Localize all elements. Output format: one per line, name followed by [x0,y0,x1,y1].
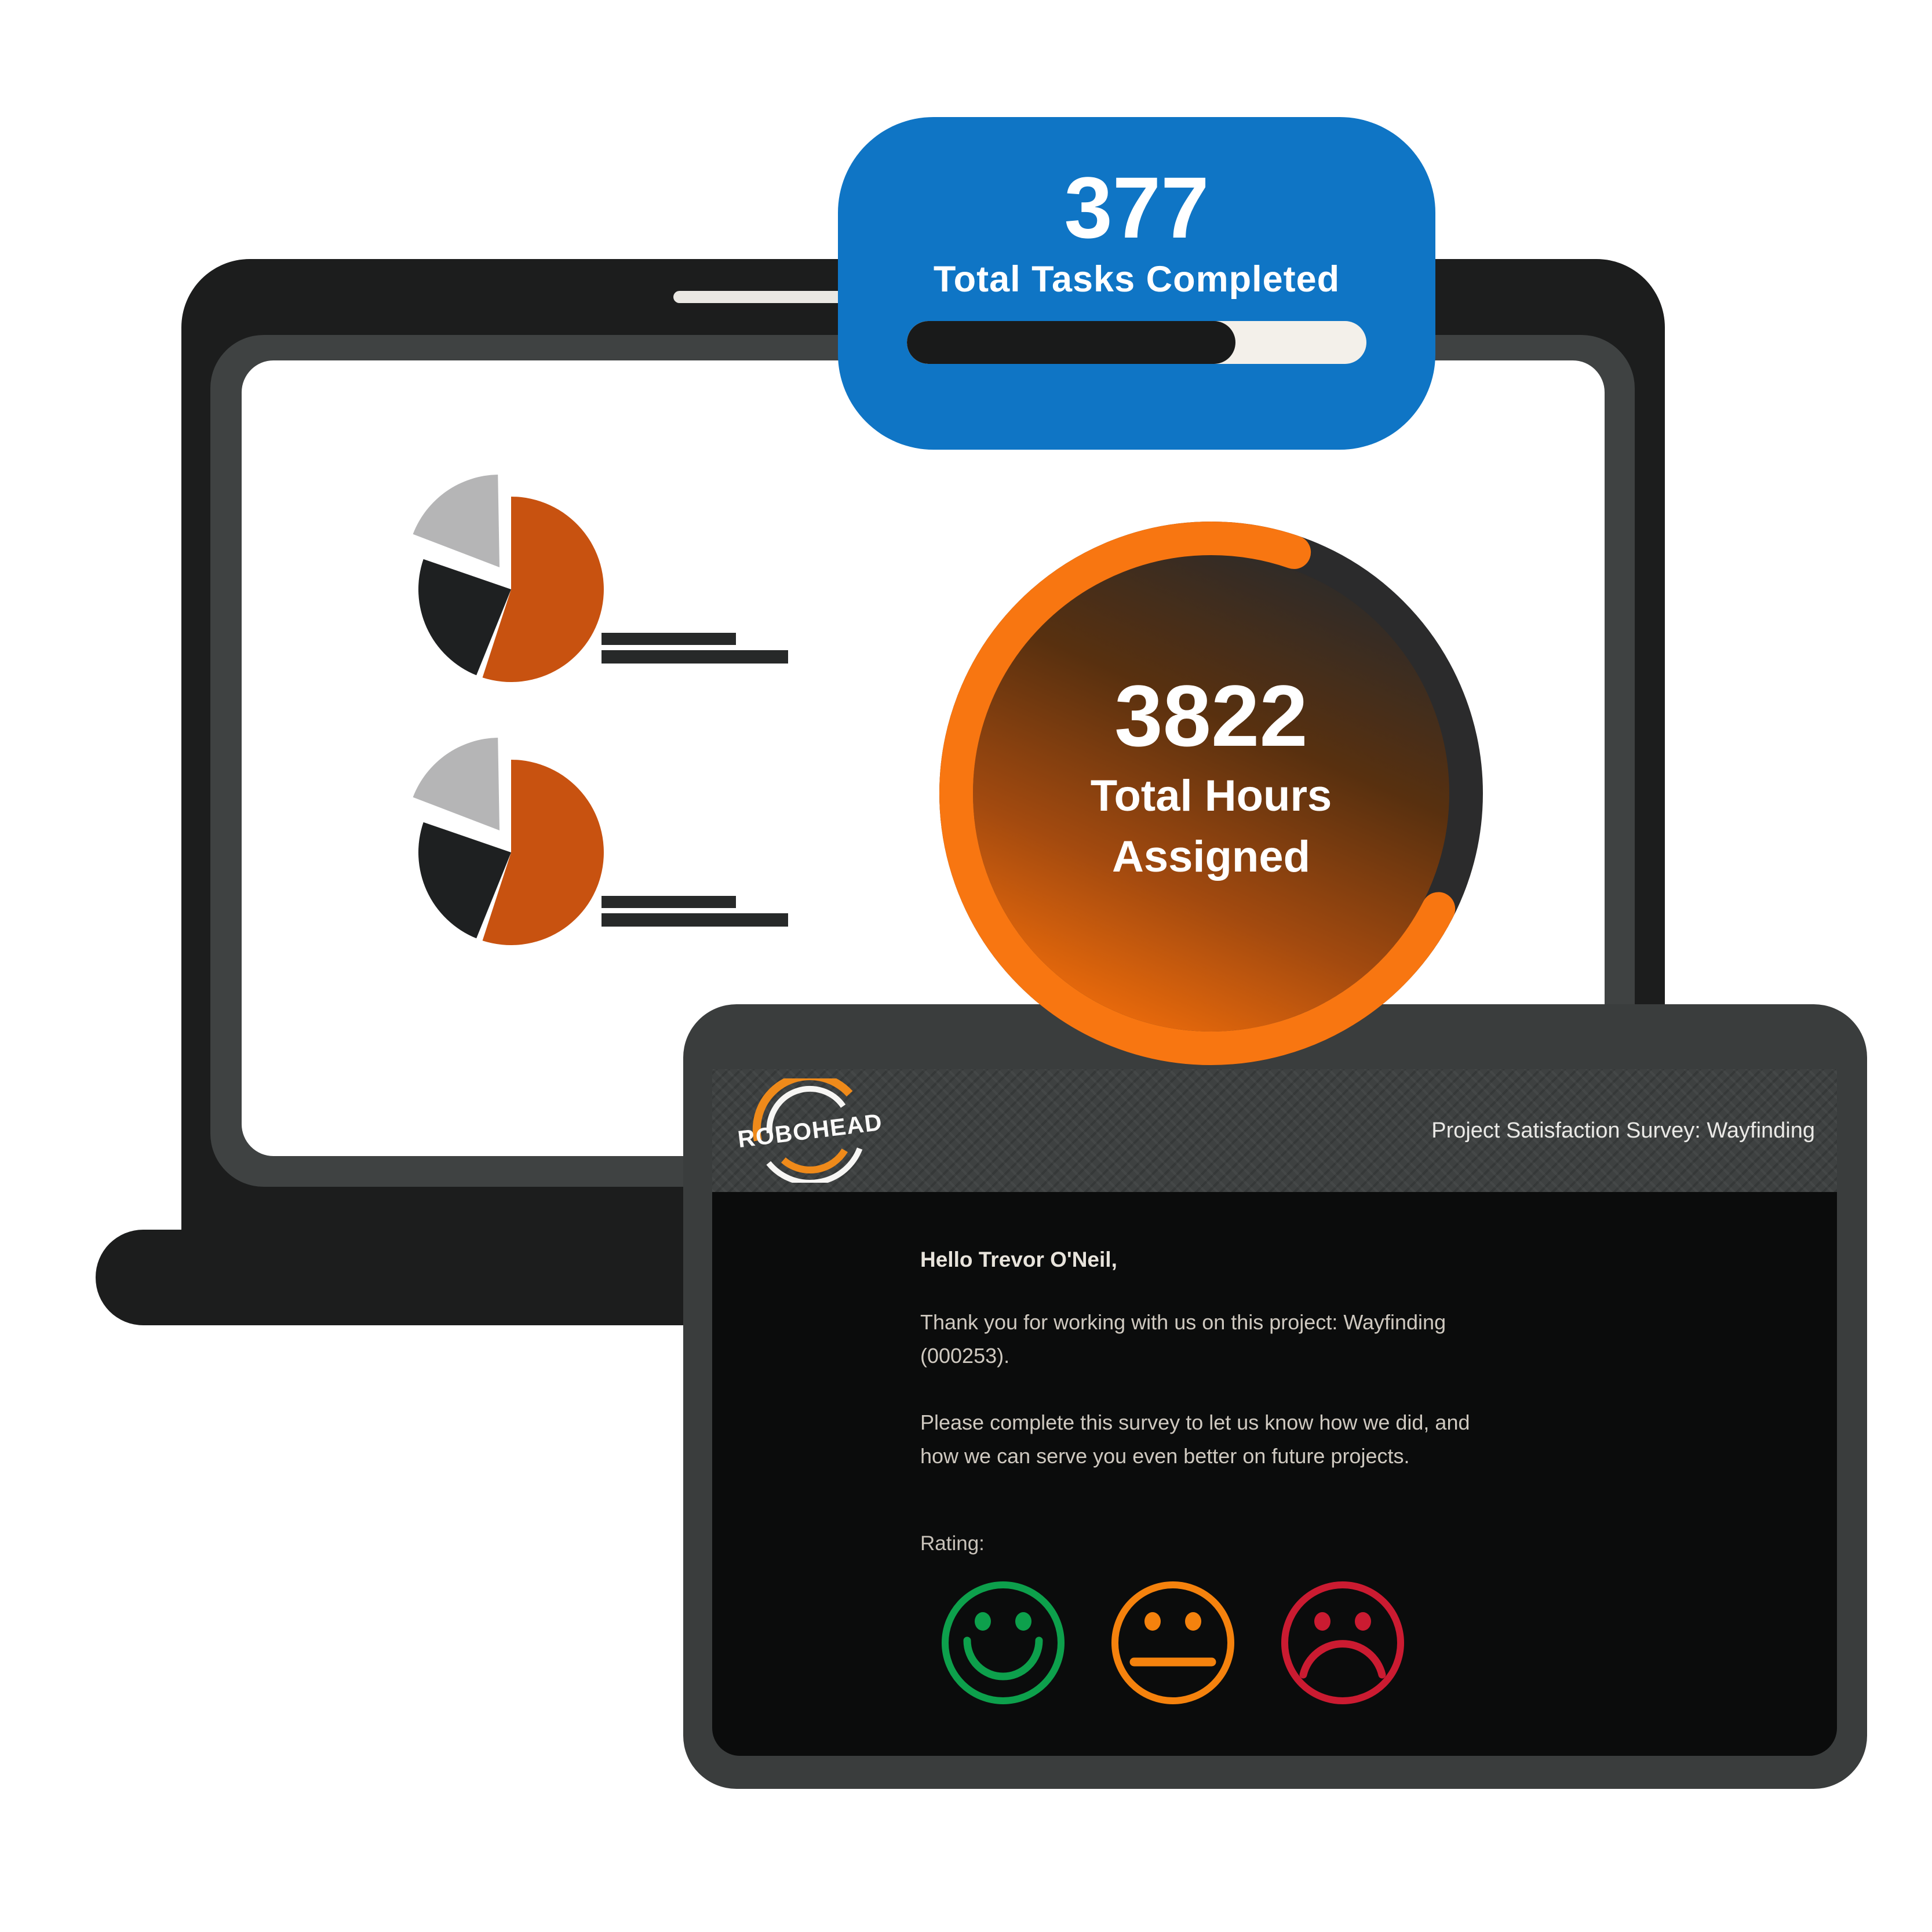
hours-assigned-label: Total Hours Assigned [1090,771,1332,881]
pie2-slice-orange [482,760,604,945]
robohead-logo: ROBOHEAD [737,1078,884,1183]
logo-arc-top-orange [752,1078,853,1142]
happy-right-eye [1015,1612,1031,1631]
tasks-completed-label: Total Tasks Completed [933,258,1340,300]
pie1-slice-gray [413,475,500,567]
neutral-right-eye [1185,1612,1201,1631]
pie2-placeholder-line-1 [602,896,736,908]
rating-row [941,1581,1675,1705]
sad-frown-mouth [1299,1640,1386,1679]
neutral-face-outline [1111,1581,1234,1705]
survey-greeting: Hello Trevor O'Neil, [920,1248,1117,1271]
pie1-slice-orange [482,497,604,682]
pie2-placeholder-line-2 [602,913,788,927]
neutral-left-eye [1144,1612,1161,1631]
pie1-slice-black [418,559,511,676]
sad-right-eye [1355,1612,1371,1631]
rating-sad-button[interactable] [1281,1581,1405,1705]
survey-paragraph-2: Please complete this survey to let us kn… [920,1410,1470,1468]
pie2-slice-gray [413,738,500,830]
hours-assigned-value: 3822 [1114,667,1308,764]
pie2-slice-black [418,822,511,939]
tasks-progress-fill [907,320,1235,364]
hours-text-block: 3822 Total Hours Assigned [921,504,1501,888]
logo-arc-top-white [766,1085,846,1133]
happy-smile-mouth [963,1636,1043,1681]
hours-gradient-disc [970,552,1452,1034]
pie-chart-2 [413,738,604,945]
sad-left-eye [1314,1612,1330,1631]
survey-title: Project Satisfaction Survey: Wayfinding [1431,1118,1815,1143]
hours-gauge [939,522,1483,1065]
tasks-progress-bar [907,320,1366,364]
happy-face-outline [942,1581,1065,1705]
rating-label: Rating: [920,1532,985,1555]
happy-left-eye [975,1612,991,1631]
survey-paragraph-1: Thank you for working with us on this pr… [920,1310,1446,1368]
rating-happy-button[interactable] [941,1581,1065,1705]
survey-email-header: ROBOHEAD Project Satisfaction Survey: Wa… [712,1069,1837,1192]
tasks-completed-value: 377 [1064,159,1209,256]
survey-email-body: Hello Trevor O'Neil, Thank you for worki… [712,1192,1837,1756]
logo-arc-bottom-white [766,1147,863,1183]
pie-chart-1 [413,475,604,682]
pie1-placeholder-line-2 [602,650,788,664]
sad-face-outline [1281,1581,1404,1705]
hours-ring-progress [939,522,1483,1065]
survey-email-card: ROBOHEAD Project Satisfaction Survey: Wa… [683,1004,1867,1789]
hours-assigned-widget: 3822 Total Hours Assigned [921,504,1501,1083]
logo-arc-bottom-orange [781,1148,848,1173]
laptop-base-foot [96,1230,345,1325]
rating-neutral-button[interactable] [1111,1581,1235,1705]
pie1-placeholder-line-1 [602,633,736,645]
tasks-completed-card: 377 Total Tasks Completed [838,117,1435,450]
